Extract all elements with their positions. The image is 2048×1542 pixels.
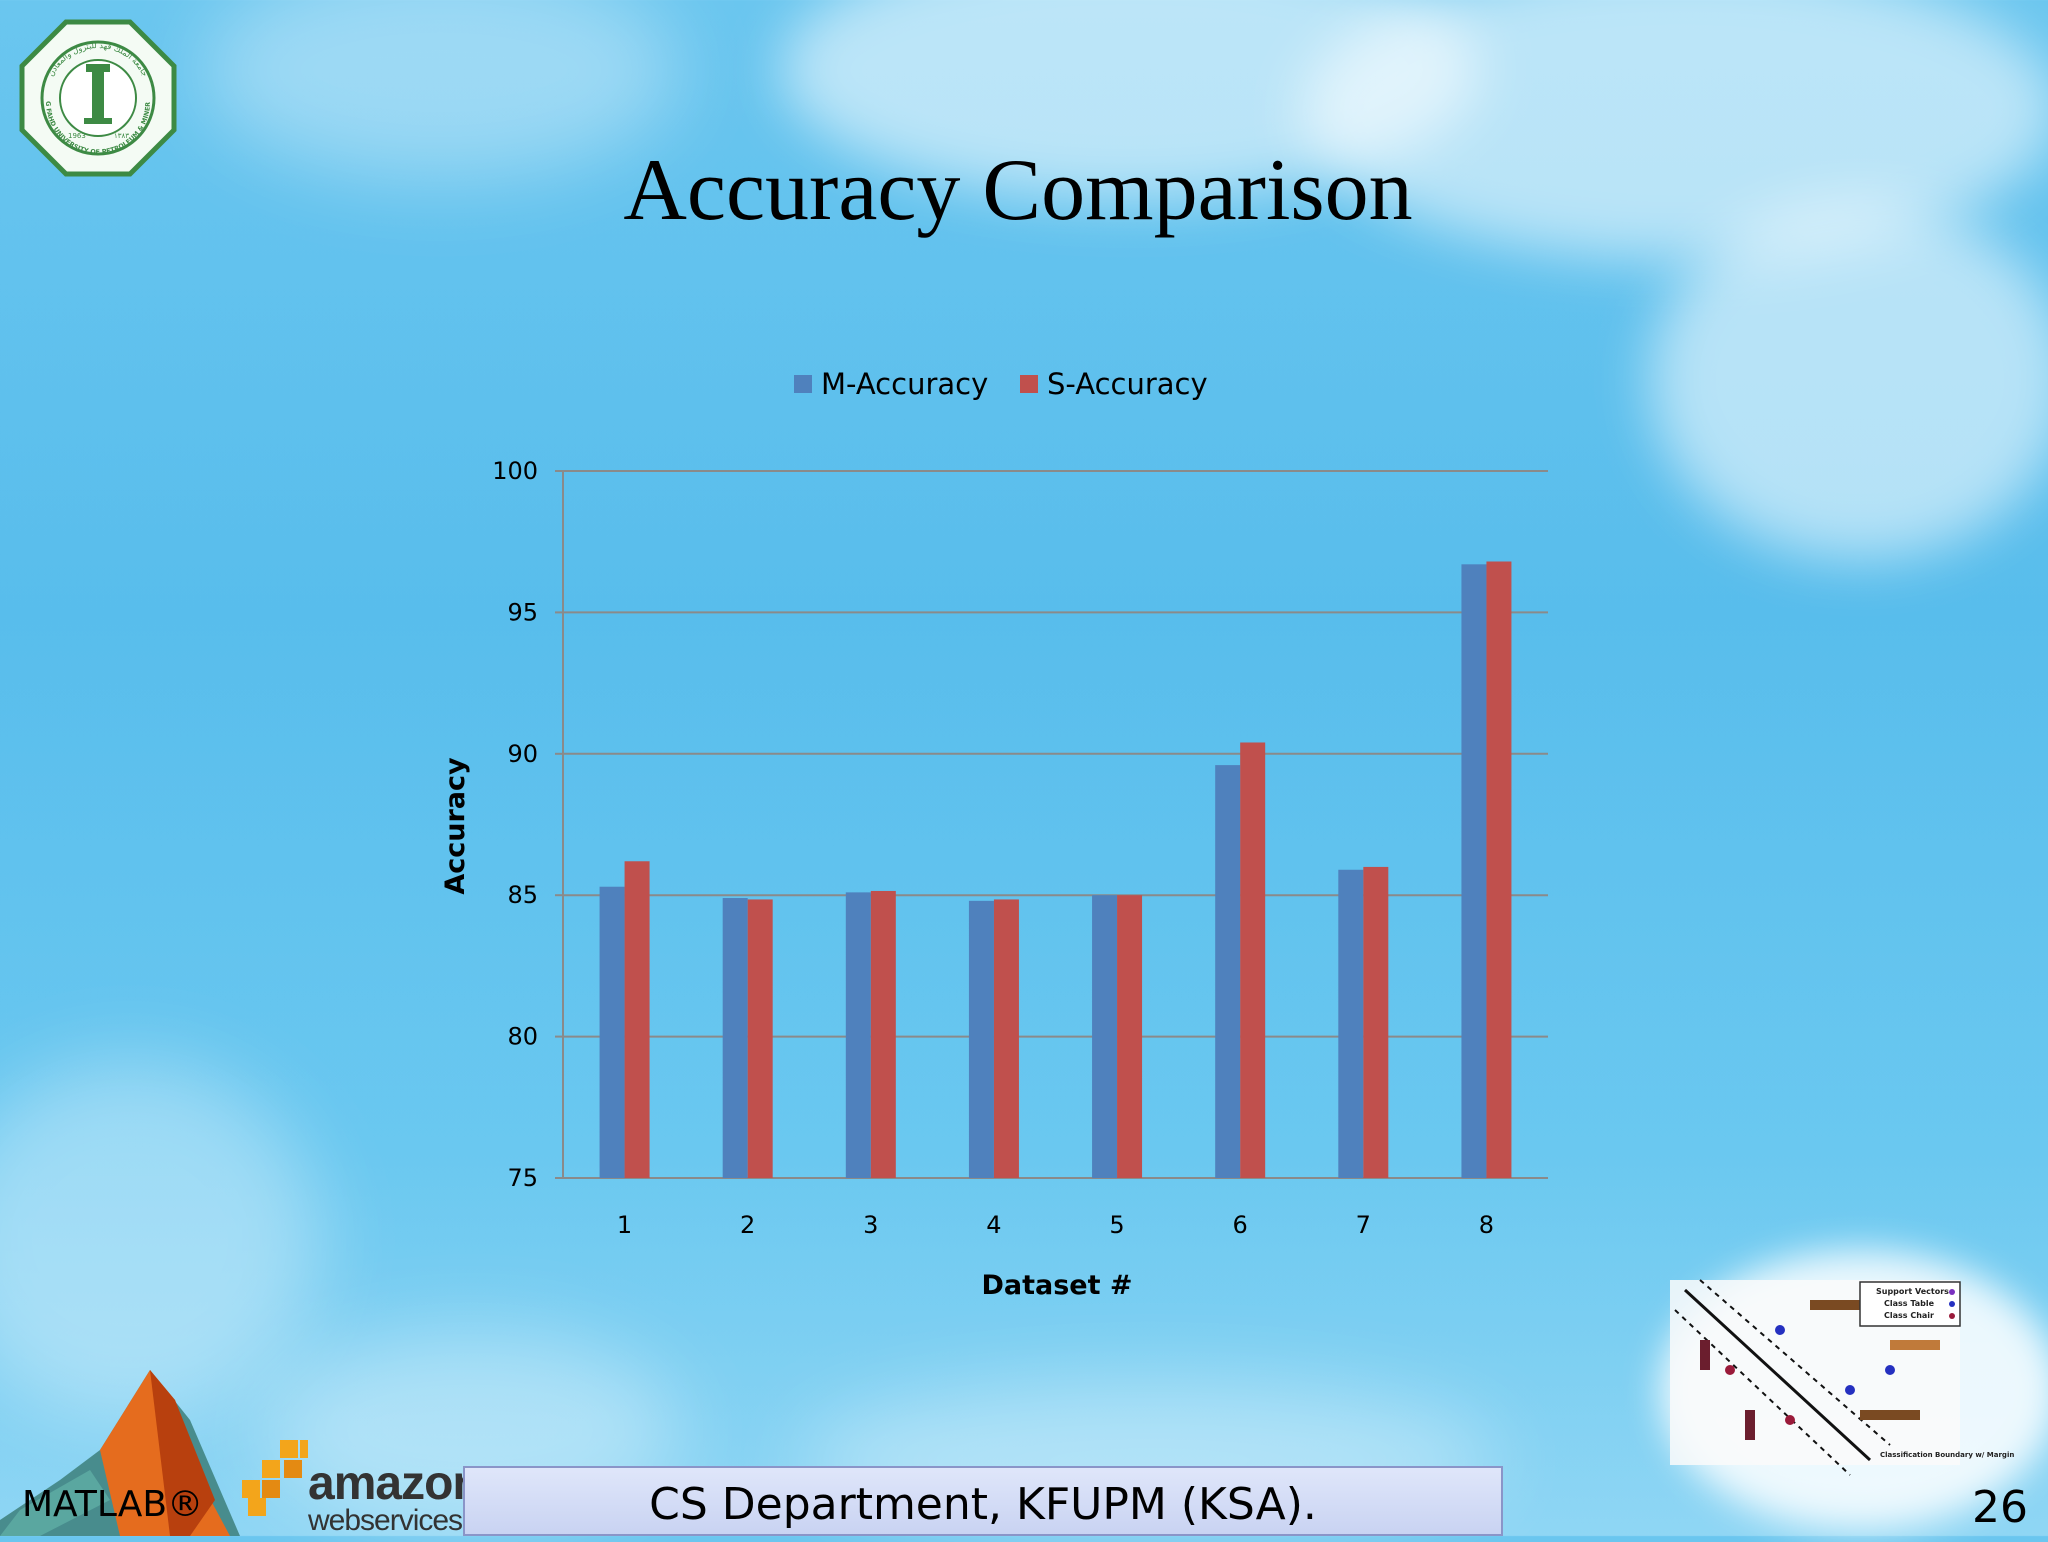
bar-s-accuracy-7 <box>1363 866 1389 1178</box>
bar-m-accuracy-6 <box>1215 765 1241 1178</box>
legend-label-m-accuracy: M-Accuracy <box>821 367 988 401</box>
y-tick-label: 100 <box>492 457 538 485</box>
bar-s-accuracy-8 <box>1486 561 1512 1178</box>
kfupm-seal-logo: 1963 ١٣٨٣ جامعة الملك فهد للبترول والمعا… <box>18 18 177 177</box>
bar-m-accuracy-2 <box>722 898 748 1178</box>
bar-m-accuracy-8 <box>1461 564 1487 1178</box>
bar-s-accuracy-5 <box>1117 895 1143 1178</box>
bar-s-accuracy-1 <box>624 861 650 1178</box>
cloud <box>200 0 680 180</box>
legend-swatch-m-accuracy <box>794 375 812 393</box>
y-tick-label: 75 <box>507 1164 538 1192</box>
x-axis-label: Dataset # <box>981 1270 1132 1301</box>
x-tick-label: 1 <box>617 1211 632 1239</box>
legend-swatch-s-accuracy <box>1020 375 1038 393</box>
svm-legend-table: Class Table <box>1884 1299 1935 1308</box>
svm-legend-support: Support Vectors <box>1876 1287 1949 1296</box>
bar-s-accuracy-6 <box>1240 742 1266 1178</box>
x-tick-label: 4 <box>986 1211 1001 1239</box>
bar-s-accuracy-3 <box>870 890 896 1178</box>
aws-wordmark: amazon <box>308 1457 482 1510</box>
svm-illustration: Support Vectors Class Table Class Chair … <box>1670 1279 2014 1476</box>
footer-text: CS Department, KFUPM (KSA). <box>649 1479 1317 1530</box>
aws-cubes-icon <box>242 1440 308 1516</box>
cloud <box>1650 200 2048 560</box>
slide-title: Accuracy Comparison <box>623 142 1413 239</box>
x-tick-label: 3 <box>863 1211 878 1239</box>
footer-department-box: CS Department, KFUPM (KSA). <box>463 1466 1503 1536</box>
y-tick-label: 85 <box>507 881 538 909</box>
matlab-logo <box>0 1370 240 1536</box>
svm-legend-chair: Class Chair <box>1884 1311 1934 1320</box>
bar-m-accuracy-4 <box>968 900 994 1178</box>
page-number: 26 <box>1972 1482 2028 1533</box>
seal-year-left: 1963 <box>68 132 86 140</box>
svm-caption: Classification Boundary w/ Margin <box>1880 1451 2014 1459</box>
bars-layer <box>599 561 1512 1178</box>
legend-label-s-accuracy: S-Accuracy <box>1047 367 1208 401</box>
aws-logo: amazon webservices™ <box>238 1436 492 1537</box>
y-tick-label: 90 <box>507 740 538 768</box>
y-tick-label: 95 <box>507 598 538 626</box>
x-tick-label: 7 <box>1356 1211 1371 1239</box>
x-tick-label: 6 <box>1233 1211 1248 1239</box>
legend: M-Accuracy S-Accuracy <box>794 367 1208 401</box>
seal-year-right: ١٣٨٣ <box>114 132 129 140</box>
grid-layer <box>563 470 1548 1179</box>
bar-m-accuracy-1 <box>599 886 625 1178</box>
bar-m-accuracy-5 <box>1092 895 1118 1178</box>
x-tick-label: 8 <box>1479 1211 1494 1239</box>
x-tick-label: 2 <box>740 1211 755 1239</box>
x-tick-label: 5 <box>1109 1211 1124 1239</box>
bar-m-accuracy-7 <box>1338 869 1364 1178</box>
y-tick-label: 80 <box>507 1023 538 1051</box>
aws-subtitle: webservices™ <box>308 1504 492 1537</box>
matlab-label: MATLAB® <box>22 1484 204 1525</box>
bar-s-accuracy-4 <box>993 899 1019 1178</box>
bar-s-accuracy-2 <box>747 899 773 1178</box>
bar-m-accuracy-3 <box>845 892 871 1178</box>
axis-layer: 75 80 85 90 95 100 1 2 3 4 5 6 7 8 <box>492 457 1494 1239</box>
cloud <box>0 1060 320 1420</box>
y-axis-label: Accuracy <box>440 757 471 895</box>
